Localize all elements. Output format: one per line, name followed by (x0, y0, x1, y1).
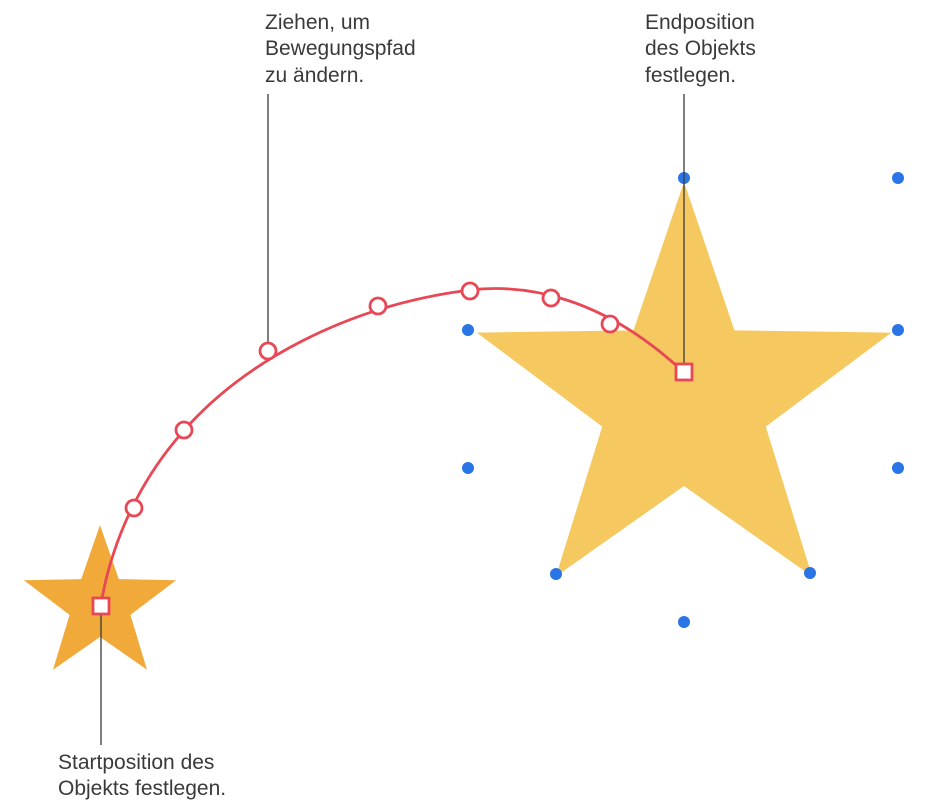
callout-end-position: Endposition des Objekts festlegen. (645, 10, 756, 89)
selection-handle-dot[interactable] (678, 616, 690, 628)
motion-path-handle[interactable] (176, 422, 192, 438)
motion-path-handle[interactable] (543, 290, 559, 306)
selection-handle-dot[interactable] (550, 568, 562, 580)
selection-handle-dot[interactable] (462, 324, 474, 336)
callout-start-position: Startposition des Objekts festlegen. (58, 750, 226, 803)
selection-handle-dot[interactable] (462, 462, 474, 474)
selection-handle-dot[interactable] (892, 172, 904, 184)
selection-handle-dot[interactable] (892, 324, 904, 336)
callout-drag-path: Ziehen, um Bewegungspfad zu ändern. (265, 10, 416, 89)
motion-path-start-handle[interactable] (93, 598, 109, 614)
motion-path-handle[interactable] (260, 343, 276, 359)
selection-handle-dot[interactable] (804, 567, 816, 579)
motion-path-handle[interactable] (602, 316, 618, 332)
motion-path-end-handle[interactable] (676, 364, 692, 380)
motion-path-handle[interactable] (370, 298, 386, 314)
motion-path-handle[interactable] (462, 283, 478, 299)
selection-handle-dot[interactable] (892, 462, 904, 474)
motion-path-handle[interactable] (126, 500, 142, 516)
